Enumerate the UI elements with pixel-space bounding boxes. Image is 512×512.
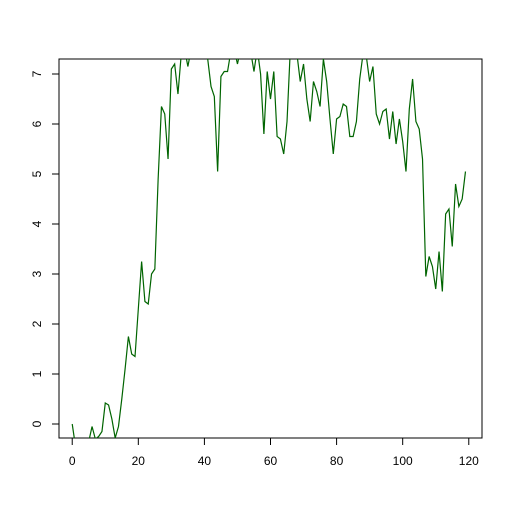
x-tick-label: 120 [459,454,479,468]
x-tick-label: 60 [264,454,278,468]
y-tick-label: 2 [30,320,44,327]
y-tick-label: 5 [30,170,44,177]
y-tick-label: 3 [30,270,44,277]
x-tick-label: 80 [330,454,344,468]
plot-area-frame [58,58,483,439]
y-tick-label: 4 [30,220,44,227]
y-tick-label: 0 [30,420,44,427]
y-tick-label: 1 [30,370,44,377]
y-tick-label: 6 [30,120,44,127]
x-tick-label: 40 [198,454,212,468]
y-axis: 0 1 2 3 4 5 6 7 [30,70,59,427]
x-axis: 0 20 40 60 80 100 120 [69,438,479,468]
x-tick-label: 0 [69,454,76,468]
x-tick-label: 20 [132,454,146,468]
series-line [71,59,467,438]
x-tick-label: 100 [393,454,413,468]
y-tick-label: 7 [30,70,44,77]
